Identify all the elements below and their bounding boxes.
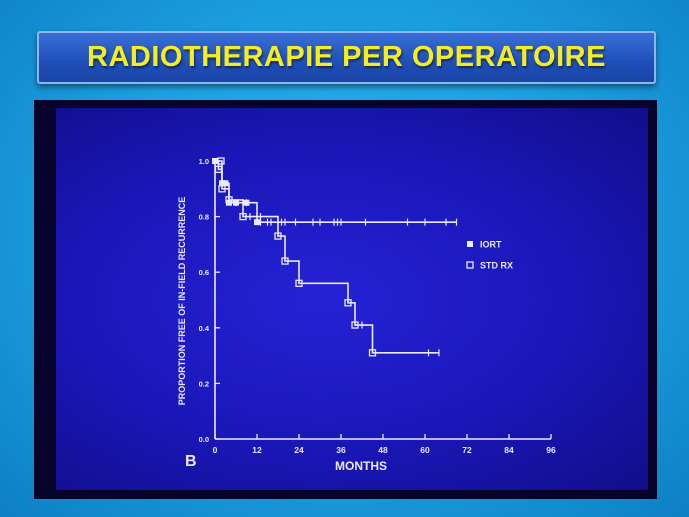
survival-chart: 0 12 24 36 48 60 72 84 96 0.0 0.2 0.4 0.6 0.8 1.0 IORT… (177, 157, 556, 473)
std-rx-marker (217, 157, 225, 165)
std-rx-marker (239, 212, 247, 221)
legend-std-rx-label: STD RX (480, 261, 513, 271)
series-line-iort (215, 160, 457, 223)
y-tick-label: 0.2 (199, 379, 209, 388)
panel-label: B (185, 453, 197, 470)
std-rx-marker (214, 165, 223, 173)
slide-title: RADIOTHERAPIE PER OPERATOIRE (87, 41, 606, 73)
std-rx-marker (225, 196, 233, 204)
std-rx-marker (218, 185, 226, 193)
y-tick-label: 0.6 (199, 268, 209, 277)
x-tick-label: 12 (252, 445, 262, 455)
y-tick-label: 0.0 (199, 435, 209, 444)
std-rx-marker (344, 299, 352, 307)
legend-iort-marker (467, 241, 473, 247)
std-rx-marker (274, 232, 282, 240)
y-axis-label: PROPORTION FREE OF IN-FIELD RECURRENCE (177, 197, 187, 406)
legend-std-rx-marker (466, 261, 474, 269)
series-line-std-rx (215, 160, 439, 354)
x-tick-label: 48 (378, 445, 388, 455)
std-rx-marker (368, 349, 377, 357)
x-axis-label: MONTHS (335, 459, 387, 473)
x-tick-label: 96 (546, 445, 556, 455)
slide-frame: 0 12 24 36 48 60 72 84 96 0.0 0.2 0.4 0.6 0.8 1.0 IORT… (34, 100, 657, 499)
y-tick-label: 0.8 (199, 213, 209, 222)
x-tick-label: 84 (504, 445, 514, 455)
std-rx-marker (281, 257, 289, 265)
iort-marker (254, 219, 260, 226)
iort-marker (222, 180, 229, 187)
x-tick-label: 0 (213, 445, 218, 455)
chart-slide: 0 12 24 36 48 60 72 84 96 0.0 0.2 0.4 0.6 0.8 1.0 IORT… (56, 108, 648, 490)
x-tick-label: 72 (462, 445, 472, 455)
legend-iort-label: IORT (480, 240, 502, 250)
x-tick-label: 36 (336, 445, 346, 455)
std-rx-marker (295, 279, 303, 287)
x-tick-label: 24 (294, 445, 304, 455)
y-tick-label: 1.0 (199, 157, 209, 166)
title-banner: RADIOTHERAPIE PER OPERATOIRE (37, 31, 656, 84)
std-rx-marker (351, 321, 359, 329)
x-tick-label: 60 (420, 445, 430, 455)
y-tick-label: 0.4 (199, 324, 210, 333)
